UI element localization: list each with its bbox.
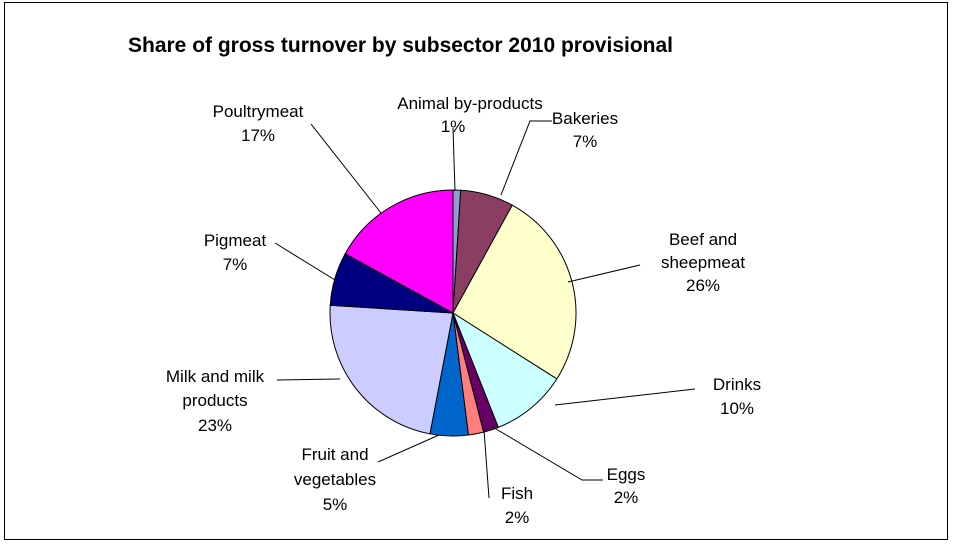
slice-name-label: Pigmeat: [204, 231, 267, 250]
leader-line: [554, 388, 696, 406]
slice-percent-label: 7%: [573, 132, 598, 151]
slice-percent-label: 7%: [223, 255, 248, 274]
pie-slice-milk-and-milk-products: [329, 304, 454, 435]
slice-percent-label: 17%: [241, 126, 275, 145]
slice-name-label: sheepmeat: [661, 253, 745, 272]
slice-name-label: Milk and milk: [166, 367, 265, 386]
leader-line: [567, 264, 641, 283]
slice-percent-label: 2%: [614, 488, 639, 507]
pie-slice-drinks: [451, 311, 558, 429]
pie-slice-poultrymeat: [344, 189, 454, 314]
leader-line: [377, 434, 440, 463]
slice-percent-label: 10%: [720, 399, 754, 418]
slice-percent-label: 5%: [323, 495, 348, 514]
slice-name-label: Bakeries: [552, 109, 618, 128]
slice-percent-label: 23%: [198, 416, 232, 435]
slice-name-label: Animal by-products: [397, 94, 543, 113]
slice-name-label: products: [182, 391, 247, 410]
slice-name-label: Poultrymeat: [213, 102, 304, 121]
slice-name-label: Beef and: [669, 230, 737, 249]
leader-line: [483, 429, 490, 499]
slice-percent-label: 1%: [441, 117, 466, 136]
leader-line: [310, 123, 382, 214]
pie-slice-beef-and-sheepmeat: [452, 204, 577, 380]
slice-percent-label: 2%: [505, 508, 530, 527]
slice-percent-label: 26%: [686, 276, 720, 295]
slice-name-label: Fruit and: [301, 445, 368, 464]
leader-line: [452, 127, 456, 192]
leader-line: [276, 378, 341, 381]
slice-name-label: Drinks: [713, 375, 761, 394]
leader-line: [500, 120, 552, 196]
chart-title: Share of gross turnover by subsector 201…: [128, 34, 674, 57]
slice-name-label: Eggs: [607, 465, 646, 484]
leader-line: [490, 425, 603, 481]
leader-line: [274, 242, 336, 281]
slice-name-label: Fish: [501, 484, 533, 503]
slice-name-label: vegetables: [294, 470, 376, 489]
